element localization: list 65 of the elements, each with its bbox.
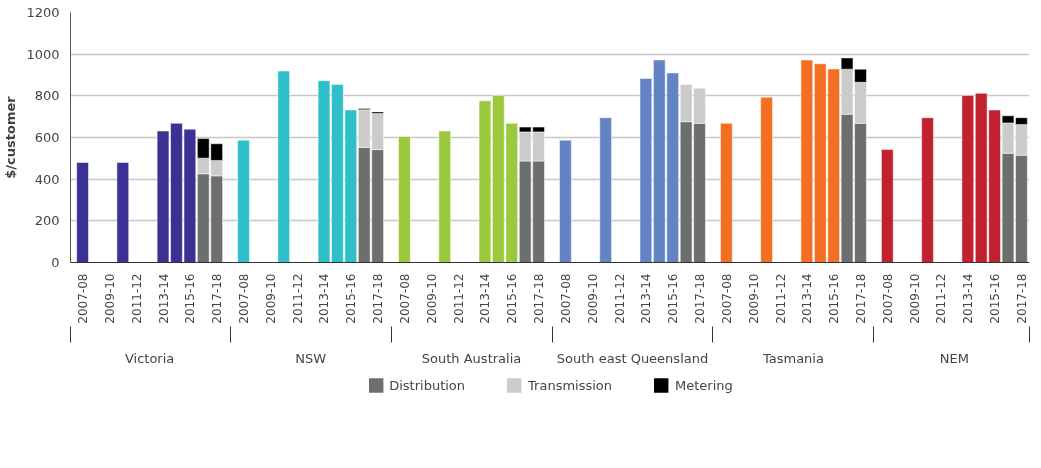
x-tick-label: 2015-16 — [666, 273, 681, 324]
x-tick-label: 2007-08 — [237, 273, 252, 324]
bar — [720, 123, 733, 263]
text: Tasmania — [761, 350, 824, 366]
x-tick-label: 2013-14 — [156, 273, 171, 324]
x-tick-label: 2007-08 — [397, 273, 412, 324]
x-tick-label: 2011-12 — [934, 273, 949, 324]
y-tick-label: 400 — [34, 171, 60, 187]
bar — [398, 136, 411, 263]
x-tick-label: 2015-16 — [988, 273, 1003, 324]
y-tick-label: 800 — [34, 88, 60, 104]
x-tick-label: 2011-12 — [773, 273, 788, 324]
x-tick-label: 2009-10 — [424, 273, 439, 324]
legend-label: Distribution — [389, 377, 466, 393]
bar — [277, 70, 290, 263]
x-tick-label: 2017-18 — [854, 273, 868, 324]
bar — [559, 139, 572, 263]
bar — [921, 117, 934, 263]
x-tick-label: 2015-16 — [344, 273, 359, 324]
x-tick-label: 2013-14 — [961, 273, 976, 324]
x-tick-label: 2017-18 — [210, 273, 225, 324]
x-tick-label: 2017-18 — [532, 273, 547, 324]
bar — [599, 117, 612, 263]
bar — [881, 149, 894, 263]
text: South Australia — [421, 350, 522, 366]
bar — [760, 97, 773, 263]
x-tick-label: 2011-12 — [612, 273, 627, 324]
x-tick-label: 2017-18 — [371, 273, 386, 324]
text: South east Queensland — [556, 350, 709, 366]
y-tick-label: 0 — [51, 255, 60, 270]
x-tick-label: 2013-14 — [800, 273, 815, 324]
x-tick-label: 2015-16 — [183, 273, 198, 324]
x-tick-label: 2011-12 — [129, 273, 144, 324]
x-tick-label: 2015-16 — [827, 273, 842, 324]
x-tick-label: 2013-14 — [317, 273, 332, 324]
text: Victoria — [124, 350, 175, 366]
x-tick-label: 2013-14 — [639, 273, 654, 324]
legend-label: Transmission — [528, 377, 613, 393]
x-tick-label: 2017-18 — [693, 273, 708, 324]
text: NSW — [295, 350, 327, 366]
x-tick-label: 2007-08 — [880, 273, 895, 324]
x-tick-label: 2013-14 — [478, 273, 493, 324]
y-tick-label: 1200 — [26, 5, 60, 20]
x-tick-label: 2009-10 — [102, 273, 117, 324]
legend-label: Metering — [675, 377, 733, 393]
y-tick-label: 600 — [34, 130, 60, 145]
x-tick-label: 2009-10 — [907, 273, 922, 324]
x-tick-label: 2011-12 — [290, 273, 305, 324]
x-tick-label: 2007-08 — [558, 273, 573, 324]
y-tick-label: 200 — [34, 213, 60, 229]
x-tick-label: 2011-12 — [451, 273, 466, 324]
bar — [438, 130, 451, 263]
text: NEM — [939, 350, 969, 366]
x-tick-label: 2009-10 — [746, 273, 761, 324]
x-tick-label: 2009-10 — [585, 273, 600, 324]
x-tick-label: 2007-08 — [76, 273, 91, 324]
x-tick-label: 2015-16 — [505, 273, 520, 324]
x-tick-label: 2009-10 — [263, 273, 278, 324]
bar — [116, 162, 129, 263]
bar — [237, 139, 250, 263]
x-tick-label: 2017-18 — [1014, 273, 1029, 324]
x-tick-label: 2007-08 — [719, 273, 734, 324]
bar — [76, 162, 89, 263]
y-axis-title: $/customer — [3, 95, 19, 179]
y-tick-label: 1000 — [26, 46, 60, 62]
